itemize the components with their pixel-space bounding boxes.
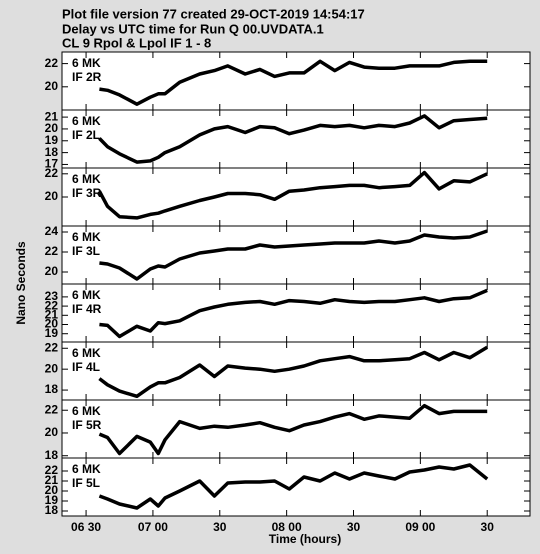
y-axis-label: Nano Seconds <box>14 241 28 325</box>
x-tick-label: 30 <box>481 520 495 534</box>
y-tick-label: 22 <box>45 56 59 70</box>
y-tick-label: 20 <box>45 264 59 278</box>
title-line: CL 9 Rpol & Lpol IF 1 - 8 <box>62 35 211 50</box>
y-tick-label: 20 <box>45 189 59 203</box>
data-line <box>98 114 488 164</box>
y-tick-label: 19 <box>45 493 59 507</box>
y-tick-label: 22 <box>45 166 59 180</box>
panel-label: 6 MK <box>72 114 101 128</box>
panel-label: IF 2R <box>72 70 102 84</box>
panel-label: IF 4R <box>72 302 102 316</box>
title-line: Delay vs UTC time for Run Q 00.UVDATA.1 <box>62 21 324 36</box>
y-tick-label: 20 <box>45 425 59 439</box>
y-tick-label: 20 <box>45 121 59 135</box>
panel-label: 6 MK <box>72 462 101 476</box>
y-tick-label: 23 <box>45 289 59 303</box>
y-tick-label: 18 <box>45 382 59 396</box>
panel-label: IF 2L <box>72 128 100 142</box>
panel-label: IF 4L <box>72 360 100 374</box>
panel <box>61 283 531 343</box>
y-tick-label: 17 <box>45 157 59 171</box>
panel-label: 6 MK <box>72 56 101 70</box>
panel-label: IF 5R <box>72 418 102 432</box>
panel-label: 6 MK <box>72 288 101 302</box>
y-tick-label: 21 <box>45 307 59 321</box>
y-tick-label: 19 <box>45 133 59 147</box>
data-line <box>98 463 489 510</box>
panel <box>61 341 531 401</box>
title-line: Plot file version 77 created 29-OCT-2019… <box>62 6 365 21</box>
panel-label: IF 5L <box>72 476 100 490</box>
data-line <box>97 170 488 220</box>
data-line <box>99 288 488 339</box>
y-tick-label: 22 <box>45 402 59 416</box>
panel-label: 6 MK <box>72 404 101 418</box>
y-tick-label: 19 <box>45 326 59 340</box>
y-tick-label: 22 <box>45 340 59 354</box>
x-axis-label: Time (hours) <box>269 532 341 546</box>
y-tick-label: 20 <box>45 79 59 93</box>
panel-label: 6 MK <box>72 230 101 244</box>
panel-label: IF 3L <box>72 244 100 258</box>
x-tick-label: 07 00 <box>138 520 168 534</box>
panel <box>61 225 531 285</box>
panel-label: IF 3R <box>72 186 102 200</box>
y-tick-label: 20 <box>45 317 59 331</box>
panel-label: 6 MK <box>72 172 101 186</box>
y-tick-label: 18 <box>45 503 59 517</box>
y-tick-label: 21 <box>45 109 59 123</box>
data-line <box>98 345 489 399</box>
y-tick-label: 20 <box>45 361 59 375</box>
data-line <box>98 403 488 456</box>
x-tick-label: 06 30 <box>71 520 101 534</box>
data-line <box>99 59 488 106</box>
x-tick-label: 08 00 <box>272 520 302 534</box>
y-tick-label: 22 <box>45 463 59 477</box>
y-tick-label: 20 <box>45 483 59 497</box>
y-tick-label: 22 <box>45 298 59 312</box>
y-tick-label: 21 <box>45 473 59 487</box>
x-tick-label: 30 <box>347 520 361 534</box>
data-line <box>99 229 488 281</box>
y-tick-label: 24 <box>45 224 59 238</box>
y-tick-label: 18 <box>45 145 59 159</box>
panel-label: 6 MK <box>72 346 101 360</box>
x-tick-label: 09 00 <box>405 520 435 534</box>
y-tick-label: 18 <box>45 448 59 462</box>
y-tick-label: 22 <box>45 244 59 258</box>
x-tick-label: 30 <box>213 520 227 534</box>
